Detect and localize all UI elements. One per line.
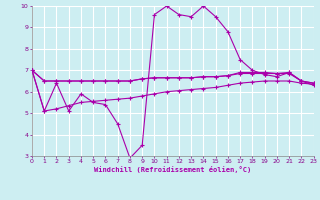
X-axis label: Windchill (Refroidissement éolien,°C): Windchill (Refroidissement éolien,°C) [94, 166, 252, 173]
